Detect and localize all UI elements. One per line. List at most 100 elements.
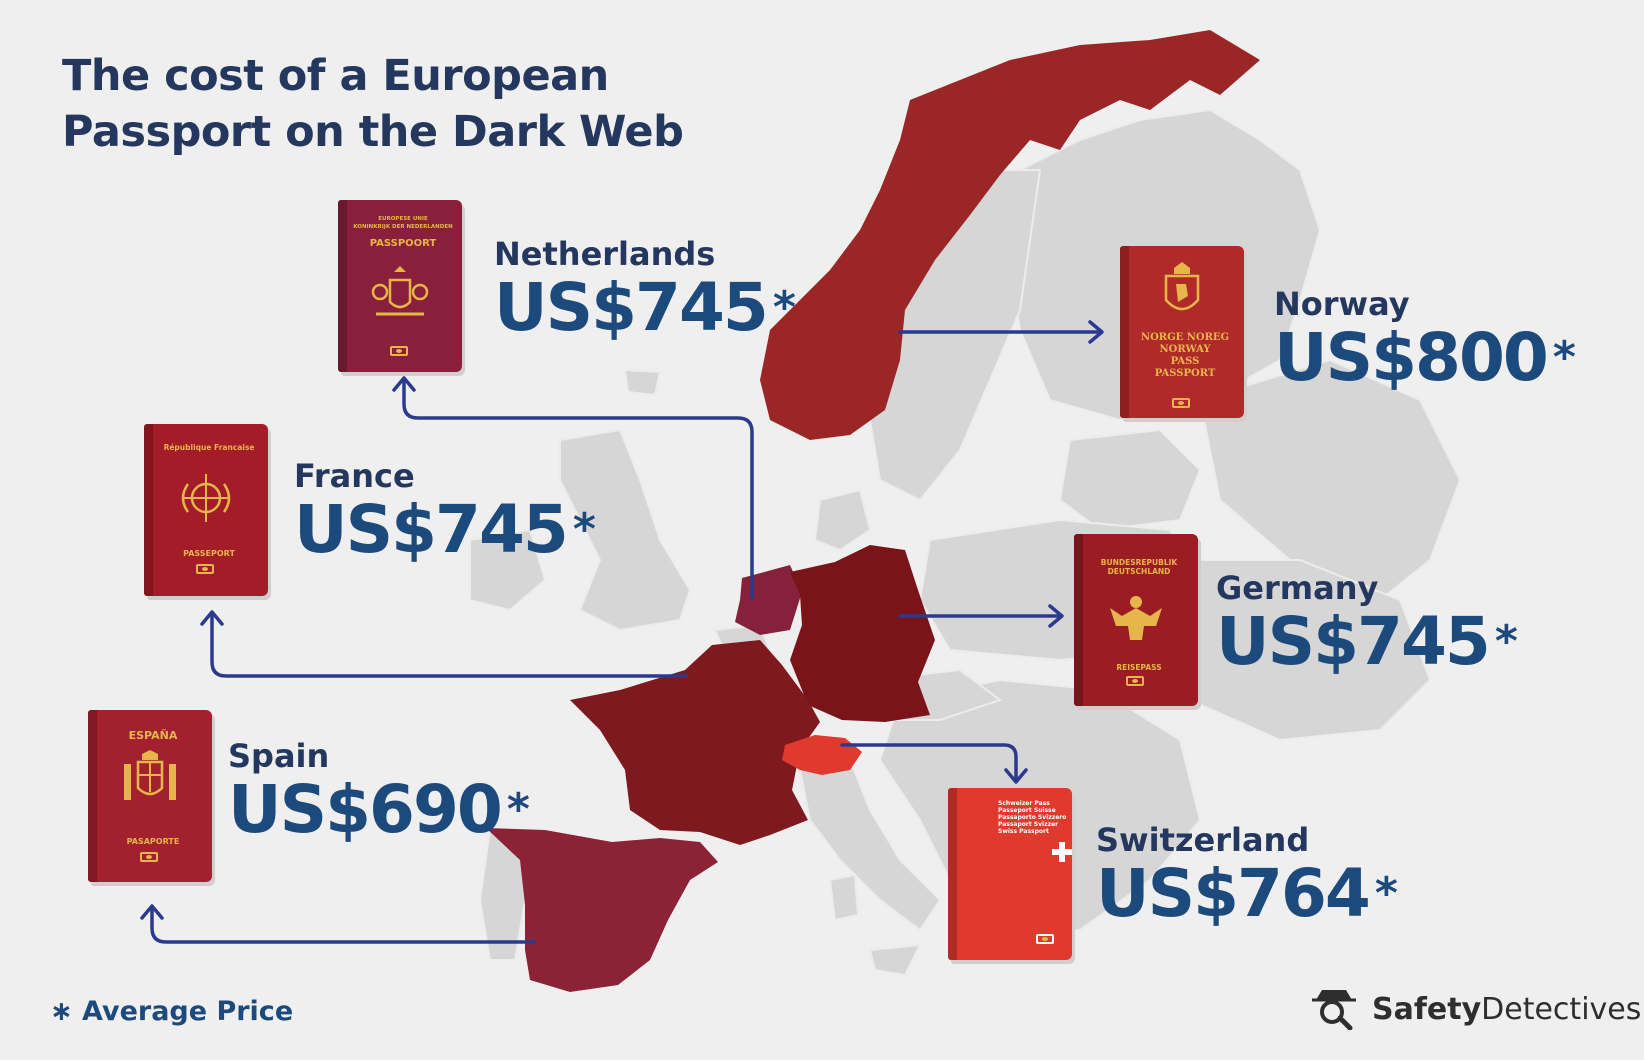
arrow-head-switzerland bbox=[1004, 768, 1028, 784]
passport-switzerland-line-4: Passaport Svizzer bbox=[998, 821, 1059, 828]
label-spain: Spain US$690 * bbox=[228, 738, 530, 846]
price-value: US$745 * bbox=[494, 272, 796, 344]
dutch-crest-icon bbox=[371, 266, 429, 316]
region-sicily bbox=[868, 943, 922, 977]
norway-lion-icon bbox=[1164, 262, 1200, 311]
region-italy bbox=[798, 758, 942, 932]
price-value: US$745 * bbox=[294, 494, 596, 566]
passport-switzerland: Schweizer Pass Passeport Suisse Passapor… bbox=[948, 788, 1072, 960]
passport-switzerland-line-1: Schweizer Pass bbox=[998, 800, 1050, 807]
passport-chip-icon bbox=[1126, 676, 1144, 686]
passport-france: République Francaise PASSEPORT bbox=[144, 424, 268, 596]
passport-switzerland-line-5: Swiss Passport bbox=[998, 828, 1049, 835]
arrow-switzerland bbox=[840, 743, 1018, 780]
passport-norway-text: NORGE NOREG NORWAY PASS PASSPORT bbox=[1140, 332, 1230, 379]
title-line-2: Passport on the Dark Web bbox=[62, 107, 684, 157]
passport-netherlands-line-3: PASSPOORT bbox=[369, 238, 437, 249]
passport-netherlands: EUROPESE UNIE KONINKRIJK DER NEDERLANDEN… bbox=[338, 200, 462, 372]
highlighted-countries bbox=[486, 30, 1260, 992]
country-name: Netherlands bbox=[494, 235, 716, 273]
arrow-head-norway bbox=[1088, 320, 1104, 344]
price-amount: US$745 bbox=[1216, 603, 1491, 680]
region-norway bbox=[760, 30, 1260, 440]
passport-germany-bottom: REISEPASS bbox=[1116, 663, 1162, 672]
price-asterisk: * bbox=[1374, 868, 1398, 919]
price-value: US$690 * bbox=[228, 774, 530, 846]
passport-netherlands-line-1: EUROPESE UNIE bbox=[378, 216, 428, 222]
region-france bbox=[570, 640, 820, 845]
price-asterisk: * bbox=[1494, 616, 1518, 667]
footnote-average-price: ∗ Average Price bbox=[50, 996, 293, 1027]
region-baltics bbox=[1058, 428, 1202, 532]
country-name: France bbox=[294, 457, 415, 495]
arrow-head-germany bbox=[1048, 604, 1064, 628]
label-switzerland: Switzerland US$764 * bbox=[1096, 822, 1398, 930]
passport-chip-icon bbox=[1172, 398, 1190, 408]
passport-germany-line-1: BUNDESREPUBLIK bbox=[1100, 558, 1178, 567]
price-amount: US$764 bbox=[1096, 855, 1371, 932]
country-name: Spain bbox=[228, 737, 330, 775]
passport-france-line-1: République Francaise bbox=[163, 443, 255, 452]
country-name: Germany bbox=[1216, 569, 1379, 607]
footnote-asterisk: ∗ bbox=[50, 996, 73, 1027]
label-france: France US$745 * bbox=[294, 458, 596, 566]
spanish-crest-icon bbox=[124, 750, 176, 800]
passport-switzerland-line-3: Passaporto Svizzero bbox=[998, 814, 1067, 821]
arrow-spain bbox=[150, 906, 536, 944]
french-emblem-icon bbox=[181, 474, 231, 522]
arrow-france bbox=[210, 612, 688, 678]
passport-spain-bottom: PASAPORTE bbox=[126, 837, 180, 846]
eagle-icon bbox=[1110, 596, 1162, 640]
arrow-head-france bbox=[200, 610, 224, 626]
country-name: Norway bbox=[1274, 285, 1410, 323]
region-east bbox=[1198, 358, 1462, 602]
arrow-heads bbox=[140, 320, 1104, 920]
price-amount: US$690 bbox=[228, 771, 503, 848]
logo-bold: Safety bbox=[1372, 992, 1482, 1027]
price-asterisk: * bbox=[1552, 332, 1576, 383]
safety-detectives-logo: SafetyDetectives bbox=[1310, 988, 1641, 1032]
price-amount: US$745 bbox=[494, 269, 769, 346]
passport-chip-icon bbox=[196, 564, 214, 574]
passport-germany: BUNDESREPUBLIK DEUTSCHLAND REISEPASS bbox=[1074, 534, 1198, 706]
label-norway: Norway US$800 * bbox=[1274, 286, 1576, 394]
passport-chip-icon bbox=[1036, 934, 1054, 944]
passport-spain: ESPAÑA PASAPORTE bbox=[88, 710, 212, 882]
page-title: The cost of a European Passport on the D… bbox=[62, 48, 684, 160]
price-asterisk: * bbox=[572, 504, 596, 555]
passport-netherlands-line-2: KONINKRIJK DER NEDERLANDEN bbox=[353, 224, 453, 230]
passport-france-bottom: PASSEPORT bbox=[183, 549, 235, 558]
passport-germany-line-2: DEUTSCHLAND bbox=[1107, 567, 1171, 576]
arrow-head-netherlands bbox=[392, 376, 416, 392]
passport-norway: NORGE NOREG NORWAY PASS PASSPORT bbox=[1120, 246, 1244, 418]
passport-spain-line-1: ESPAÑA bbox=[128, 729, 178, 742]
detective-icon bbox=[1312, 990, 1356, 1030]
arrow-head-spain bbox=[140, 904, 164, 920]
connector-arrows bbox=[150, 330, 1102, 944]
swiss-cross-icon bbox=[1052, 842, 1072, 862]
title-line-1: The cost of a European bbox=[62, 51, 609, 101]
label-netherlands: Netherlands US$745 * bbox=[494, 236, 796, 344]
arrow-netherlands bbox=[402, 378, 754, 600]
region-germany bbox=[790, 545, 935, 722]
price-value: US$800 * bbox=[1274, 322, 1576, 394]
price-amount: US$800 bbox=[1274, 319, 1549, 396]
region-uk bbox=[559, 428, 692, 632]
passport-switzerland-line-2: Passeport Suisse bbox=[998, 807, 1056, 814]
region-spain bbox=[486, 828, 718, 992]
passport-chip-icon bbox=[140, 852, 158, 862]
footnote-text: Average Price bbox=[82, 996, 294, 1027]
region-iceland bbox=[623, 368, 662, 397]
passport-chip-icon bbox=[390, 346, 408, 356]
label-germany: Germany US$745 * bbox=[1216, 570, 1518, 678]
price-asterisk: * bbox=[506, 784, 530, 835]
price-asterisk: * bbox=[772, 282, 796, 333]
price-value: US$764 * bbox=[1096, 858, 1398, 930]
country-name: Switzerland bbox=[1096, 821, 1310, 859]
logo-regular: Detectives bbox=[1481, 992, 1642, 1027]
region-denmark bbox=[813, 488, 872, 552]
region-ireland bbox=[469, 528, 547, 612]
price-amount: US$745 bbox=[294, 491, 569, 568]
price-value: US$745 * bbox=[1216, 606, 1518, 678]
region-sardinia bbox=[828, 873, 860, 922]
